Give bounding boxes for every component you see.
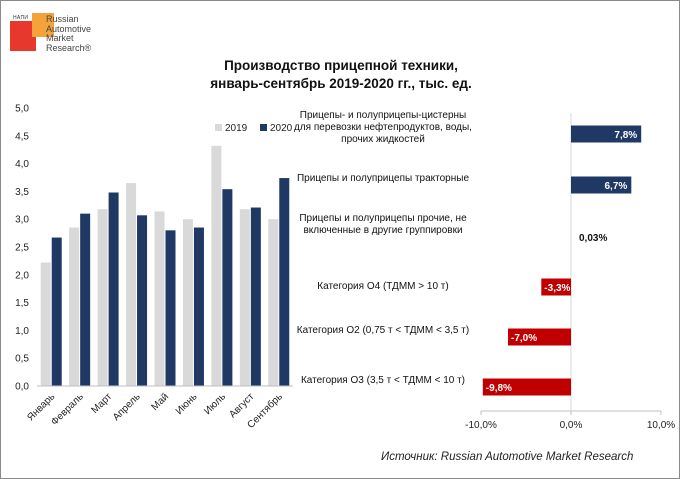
bar-negative — [482, 378, 571, 396]
chart-title: Производство прицепной техники, январь-с… — [151, 57, 531, 93]
bar-2020 — [279, 178, 290, 386]
x-tick-label: 10,0% — [647, 420, 675, 431]
bar-2019 — [239, 209, 250, 386]
logo-orange-square — [32, 13, 54, 37]
y-tick-label: 3,0 — [15, 215, 29, 226]
source-note: Источник: Russian Automotive Market Rese… — [381, 451, 634, 463]
bar-2020 — [165, 230, 176, 386]
category-label: Категория О3 (3,5 т < ТДММ < 10 т) — [300, 375, 466, 386]
logo: НАПИ Russian Automotive Market Research® — [10, 9, 110, 69]
y-tick-label: 0,0 — [15, 382, 29, 393]
logo-name: Russian Automotive Market Research® — [46, 14, 92, 53]
y-tick-label: 3,5 — [15, 187, 29, 198]
y-tick-label: 1,5 — [15, 298, 29, 309]
y-tick-label: 5,0 — [15, 104, 29, 115]
bar-2020 — [193, 227, 204, 386]
y-tick-label: 2,0 — [15, 270, 29, 281]
bar-2019 — [69, 227, 80, 386]
bar-2020 — [250, 207, 261, 386]
value-label: 7,8% — [614, 130, 637, 141]
bar-2019 — [268, 219, 279, 386]
legend-swatch-2020 — [260, 124, 267, 131]
bar-2019 — [154, 211, 165, 386]
x-tick-label: 0,0% — [560, 420, 583, 431]
legend-label-2020: 2020 — [270, 123, 293, 134]
logo-abbr: НАПИ — [13, 15, 29, 21]
bar-positive — [571, 176, 632, 194]
y-tick-label: 0,5 — [15, 354, 29, 365]
bar-negative — [508, 328, 571, 346]
chart-title-line-1: Производство прицепной техники, — [224, 58, 458, 73]
category-label: Категория О2 (0,75 т < ТДММ < 3,5 т) — [296, 325, 470, 336]
bar-2019 — [211, 145, 222, 386]
logo-red-square — [10, 21, 36, 51]
bar-2019 — [40, 262, 51, 386]
y-tick-label: 4,5 — [15, 131, 29, 142]
bar-negative — [541, 278, 571, 296]
bar-positive — [571, 125, 642, 143]
bar-2019 — [97, 209, 108, 386]
value-label: -3,3% — [544, 283, 570, 294]
bar-2020 — [51, 237, 62, 386]
value-label: 6,7% — [605, 181, 628, 192]
bar-2020 — [80, 213, 91, 386]
value-label: -7,0% — [511, 333, 537, 344]
bar-2020 — [108, 192, 119, 386]
category-label: Категория О4 (ТДММ > 10 т) — [317, 281, 449, 292]
x-tick-label: -10,0% — [465, 420, 497, 431]
category-label: Прицепы и полуприцепы прочие, не включен… — [299, 213, 467, 236]
bar-2019 — [126, 183, 137, 386]
bar-2020 — [222, 189, 233, 386]
y-tick-label: 2,5 — [15, 243, 29, 254]
y-tick-label: 1,0 — [15, 326, 29, 337]
bar-2020 — [137, 215, 148, 386]
legend-label-2019: 2019 — [225, 123, 248, 134]
y-tick-label: 4,0 — [15, 159, 29, 170]
bar-2019 — [182, 219, 193, 386]
value-label: 0,03% — [579, 233, 607, 244]
chart-title-line-2: январь-сентябрь 2019-2020 гг., тыс. ед. — [210, 76, 472, 91]
value-label: -9,8% — [486, 383, 512, 394]
category-label: Прицепы и полуприцепы тракторные — [296, 173, 470, 184]
monthly-production-chart: 0,00,51,01,52,02,53,03,54,04,55,0ЯнварьФ… — [15, 104, 293, 431]
category-label: Прицепы- и полуприцепы-цистерны для пере… — [294, 110, 472, 145]
legend-swatch-2019 — [215, 124, 222, 131]
